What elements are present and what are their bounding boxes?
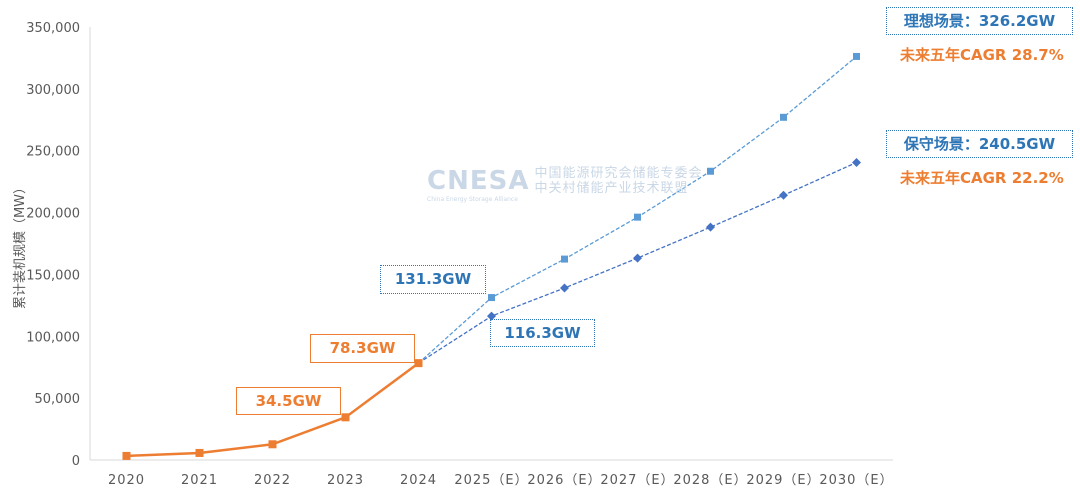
data-point-historical xyxy=(195,448,204,457)
x-tick-label: 2024 xyxy=(400,473,437,488)
data-point-conservative xyxy=(560,283,569,293)
series-line-ideal xyxy=(418,55,857,364)
y-tick-label: 50,000 xyxy=(35,392,81,407)
data-point-ideal xyxy=(853,52,860,60)
data-point-conservative xyxy=(487,311,496,321)
data-point-ideal xyxy=(488,294,495,302)
ideal-cagr: 未来五年CAGR 28.7% xyxy=(900,46,1064,64)
y-tick-label: 350,000 xyxy=(26,21,80,36)
data-point-historical xyxy=(341,413,350,422)
x-tick-label: 2027（E） xyxy=(600,473,674,488)
y-tick-label: 300,000 xyxy=(26,83,80,98)
x-tick-label: 2022 xyxy=(254,473,291,488)
label-conservative-2030: 保守场景：240.5GW xyxy=(886,130,1073,158)
y-tick-label: 250,000 xyxy=(26,145,80,160)
data-point-conservative xyxy=(779,190,788,200)
label-2024: 78.3GW xyxy=(310,334,415,363)
conservative-cagr: 未来五年CAGR 22.2% xyxy=(900,169,1064,187)
y-tick-label: 0 xyxy=(72,454,80,469)
data-point-ideal xyxy=(780,113,787,121)
x-tick-label: 2023 xyxy=(327,473,364,488)
x-tick-label: 2028（E） xyxy=(673,473,747,488)
x-tick-label: 2029（E） xyxy=(746,473,820,488)
x-tick-label: 2020 xyxy=(108,473,145,488)
watermark-line1: 中国能源研究会储能专委会 xyxy=(534,166,703,181)
watermark-sub: China Energy Storage Alliance xyxy=(427,196,518,203)
x-tick-label: 2026（E） xyxy=(527,473,601,488)
data-point-ideal xyxy=(561,255,568,263)
data-point-historical xyxy=(414,359,423,368)
data-point-ideal xyxy=(707,167,714,175)
data-point-conservative xyxy=(706,222,715,232)
label-conservative-2025: 116.3GW xyxy=(490,319,595,347)
x-tick-label: 2021 xyxy=(181,473,218,488)
label-ideal-2030: 理想场景：326.2GW xyxy=(886,7,1073,35)
data-point-conservative xyxy=(633,253,642,263)
x-tick-label: 2025（E） xyxy=(454,473,528,488)
watermark-logo: CNESA xyxy=(427,166,530,196)
data-point-conservative xyxy=(852,157,861,167)
y-tick-label: 100,000 xyxy=(26,330,80,345)
y-axis-label: 累计装机规模（MW） xyxy=(13,181,28,309)
y-tick-label: 150,000 xyxy=(26,268,80,283)
watermark-line2: 中关村储能产业技术联盟 xyxy=(534,181,689,196)
data-point-ideal xyxy=(634,213,641,221)
x-tick-label: 2030（E） xyxy=(819,473,893,488)
label-2023: 34.5GW xyxy=(236,387,341,415)
label-ideal-2025: 131.3GW xyxy=(380,265,486,294)
data-point-historical xyxy=(122,451,131,460)
y-tick-label: 200,000 xyxy=(26,207,80,222)
data-point-historical xyxy=(268,440,277,449)
watermark: CNESA 中国能源研究会储能专委会 中关村储能产业技术联盟 China Ener… xyxy=(427,166,703,203)
